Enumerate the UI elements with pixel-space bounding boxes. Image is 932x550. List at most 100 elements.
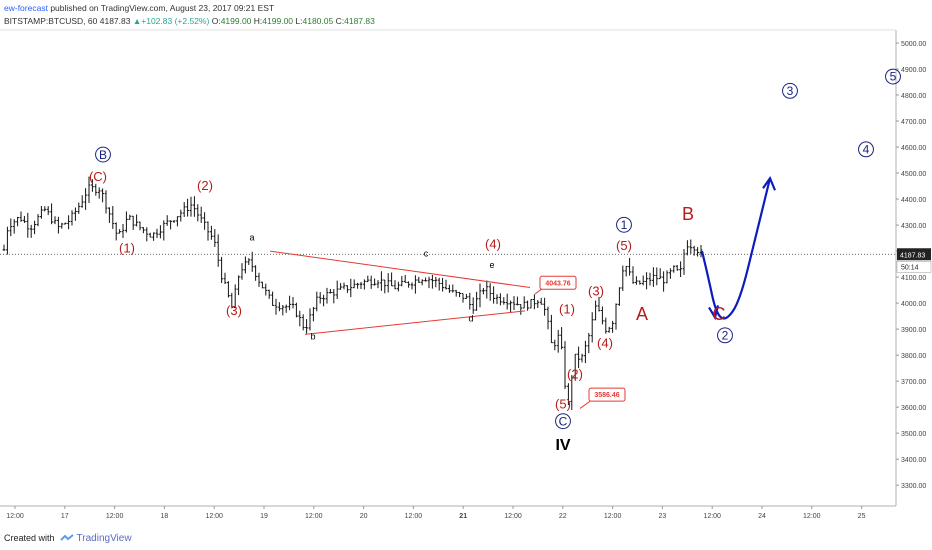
wave-label: A [636,304,648,324]
wave-label: IV [555,437,570,454]
close-label: C: [335,16,345,26]
wave-label: 5 [890,70,897,84]
y-tick-label: 4700.00 [901,119,926,126]
triangle-trendline-1[interactable] [269,250,531,289]
wave-label-circle [717,327,733,344]
x-tick-label: 12:00 [703,513,721,520]
price-callout-box [539,275,577,290]
low-value: 4180.05 [302,16,334,26]
x-tick-label: 21 [459,513,467,520]
wave-label: e [489,260,494,270]
footer: Created with TradingView [4,530,132,546]
x-tick-label: 24 [758,513,766,520]
last-price-tag [897,248,931,261]
wave-label: b [310,332,315,342]
author-link[interactable]: ew-forecast [4,3,48,13]
wave-label: (5) [616,238,632,253]
wave-label: d [468,313,473,323]
triangle-trendline-2[interactable] [304,310,526,335]
y-tick-label: 3400.00 [901,457,926,464]
publish-line: ew-forecast published on TradingView.com… [4,2,375,15]
y-tick-label: 4300.00 [901,223,926,230]
wave-label: (3) [226,303,242,318]
wave-label: B [682,204,694,224]
price-change: +102.83 (+2.52%) [141,16,210,26]
y-tick-label: 4900.00 [901,67,926,74]
published-text: published on TradingView.com, August 23,… [50,3,275,13]
x-tick-label: 19 [260,513,268,520]
wave-label: (1) [119,240,135,255]
x-tick-label: 25 [858,513,866,520]
wave-label-circle [95,146,111,163]
high-value: 4199.00 [262,16,294,26]
wave-label: B [99,148,107,162]
high-label: H: [253,16,263,26]
projection-path [700,178,772,320]
y-tick-label: 3700.00 [901,379,926,386]
x-tick-label: 12:00 [803,513,821,520]
x-tick-label: 17 [61,513,69,520]
wave-label: (4) [597,335,613,350]
wave-label: 2 [722,329,729,343]
low-label: L: [295,16,303,26]
price-callout-box [588,387,626,402]
price-callout-label: 3586.46 [594,392,619,399]
chart-header: ew-forecast published on TradingView.com… [4,2,375,28]
x-tick-label: 12:00 [106,513,124,520]
x-tick-label: 12:00 [604,513,622,520]
brand-name: TradingView [76,532,132,544]
wave-label-circle [616,216,632,233]
wave-label-circle [885,68,901,85]
y-tick-label: 3900.00 [901,327,926,334]
open-label: O: [211,16,221,26]
x-tick-label: 12:00 [305,513,323,520]
y-tick-label: 3500.00 [901,431,926,438]
wave-label: (2) [567,367,583,382]
y-tick-label: 3600.00 [901,405,926,412]
y-tick-label: 3300.00 [901,483,926,490]
wave-label-circle [555,413,571,430]
price-callout-label: 4043.76 [545,280,570,287]
x-tick-label: 12:00 [6,513,24,520]
wave-label: 3 [787,84,794,98]
wave-label: (1) [559,302,575,317]
wave-label: (C) [89,169,107,184]
y-tick-label: 3800.00 [901,353,926,360]
x-tick-label: 12:00 [205,513,223,520]
y-tick-label: 4000.00 [901,301,926,308]
countdown-tag [896,261,932,273]
wave-label: (2) [197,178,213,193]
created-with-text: Created with [4,533,55,543]
wave-label: (4) [485,236,501,251]
y-tick-label: 4500.00 [901,171,926,178]
price-chart[interactable]: 5000.00 4900.00 4800.00 4700.00 4600.00 4500.… [0,0,932,530]
x-tick-label: 12:00 [405,513,423,520]
y-tick-label: 4100.00 [901,275,926,282]
last-price: 4187.83 [99,16,131,26]
last-price-label: 4187.83 [900,252,925,259]
ohlc-line: BITSTAMP:BTCUSD, 60 4187.83 ▲+102.83 (+2… [4,15,375,28]
wave-label: C [559,414,568,428]
projection-arrow-up-icon [762,175,777,191]
y-tick-label: 5000.00 [901,41,926,48]
wave-label: 4 [863,143,870,157]
x-tick-label: 12:00 [504,513,522,520]
wave-label: 1 [621,218,628,232]
y-tick-label: 4600.00 [901,145,926,152]
countdown-label: 50:14 [901,264,919,271]
open-value: 4199.00 [220,16,252,26]
wave-label: (3) [588,283,604,298]
x-tick-label: 23 [659,513,667,520]
y-tick-label: 4400.00 [901,197,926,204]
tradingview-brand[interactable]: TradingView [59,532,132,544]
wave-label: (5) [555,396,571,411]
symbol: BITSTAMP:BTCUSD, 60 [4,16,98,26]
wave-label: a [249,233,254,243]
tradingview-logo-icon [59,534,74,541]
projection-arrow-down-icon [708,305,720,321]
x-tick-label: 22 [559,513,567,520]
wave-label-circle [782,82,798,99]
change-up-icon: ▲ [132,16,142,26]
wave-label: C [713,304,726,324]
close-value: 4187.83 [344,16,375,26]
